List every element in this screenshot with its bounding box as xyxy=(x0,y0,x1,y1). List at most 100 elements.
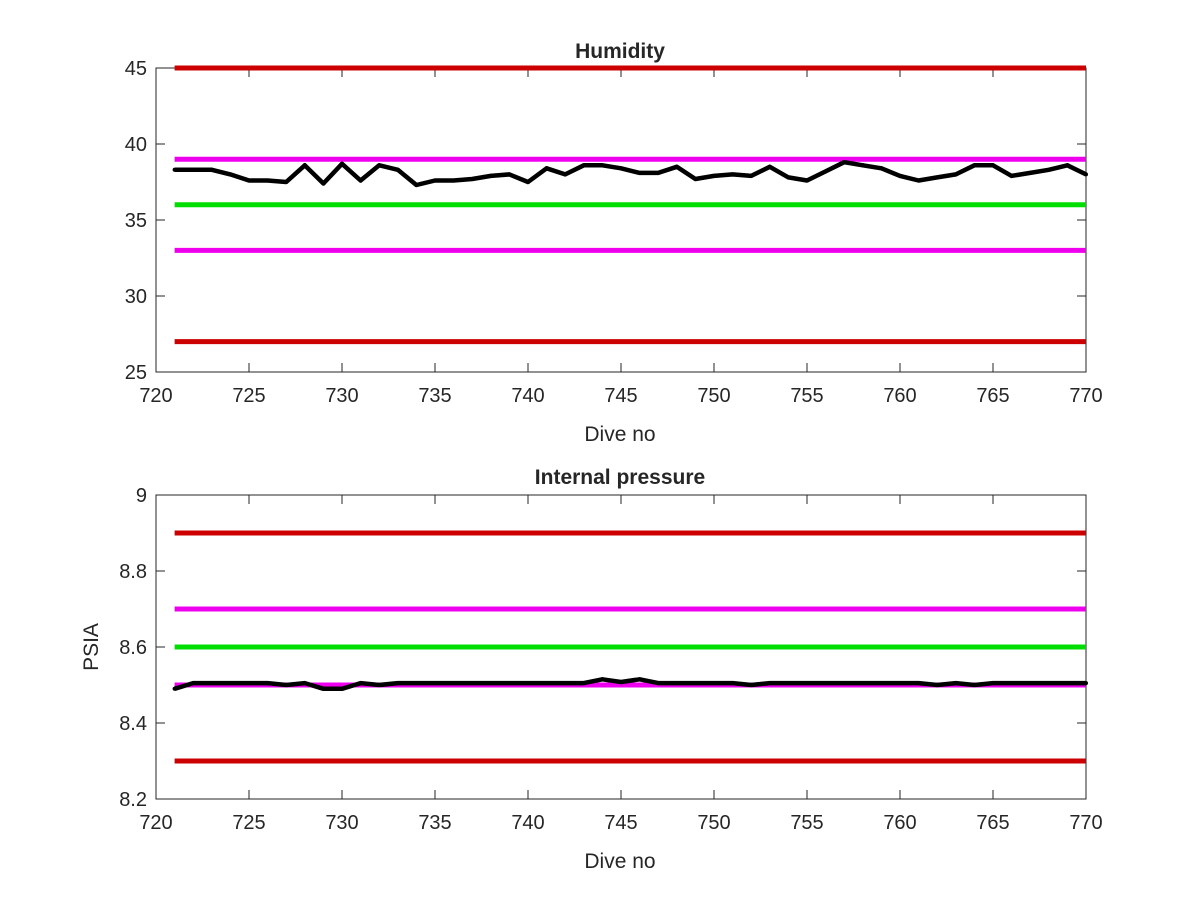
data-point xyxy=(749,173,754,178)
data-point xyxy=(916,681,921,686)
data-point xyxy=(916,178,921,183)
y-tick-label: 25 xyxy=(125,362,147,384)
data-point xyxy=(805,178,809,183)
data-point xyxy=(805,681,809,686)
data-point xyxy=(786,681,791,686)
data-point xyxy=(879,166,884,171)
data-point xyxy=(377,163,382,168)
chart-title: Humidity xyxy=(575,40,665,63)
data-point xyxy=(935,175,940,180)
data-point xyxy=(228,172,233,177)
data-point xyxy=(395,681,400,686)
data-point xyxy=(544,166,549,171)
data-point xyxy=(823,169,828,174)
data-point xyxy=(860,681,865,686)
x-tick-label: 755 xyxy=(790,812,823,834)
data-point xyxy=(972,683,977,687)
data-point xyxy=(842,160,847,165)
y-tick-label: 45 xyxy=(125,58,147,80)
data-point xyxy=(842,681,847,686)
plot-area: 720 725 730 735 740 745 750 755 760 765 770 25 30 35 4… xyxy=(125,58,1103,407)
y-tick-label: 40 xyxy=(125,134,147,156)
chart-title: Internal pressure xyxy=(535,466,705,489)
x-axis-label: Dive no xyxy=(584,850,655,873)
data-point xyxy=(712,173,716,178)
x-tick-label: 745 xyxy=(604,385,637,407)
data-point xyxy=(1009,173,1014,178)
data-point xyxy=(395,167,400,172)
data-point xyxy=(898,173,902,178)
data-point xyxy=(1009,681,1014,686)
internal-pressure-chart: Internal pressure Dive no PSIA 720 725 730… xyxy=(80,466,1103,873)
y-tick-label: 8.8 xyxy=(119,561,147,583)
y-tick-label: 8.6 xyxy=(119,637,147,659)
data-point xyxy=(265,178,270,183)
data-point xyxy=(1084,172,1088,177)
data-point xyxy=(191,167,196,172)
data-point xyxy=(619,166,623,171)
data-point xyxy=(340,161,344,166)
x-tick-label: 725 xyxy=(232,385,265,407)
data-point xyxy=(451,178,456,183)
data-point xyxy=(209,167,214,172)
data-point xyxy=(451,681,456,686)
data-point xyxy=(488,681,493,686)
data-point xyxy=(674,681,679,686)
x-tick-label: 725 xyxy=(232,812,265,834)
data-point xyxy=(581,681,586,686)
data-point xyxy=(693,177,698,181)
data-point xyxy=(860,163,865,168)
data-point xyxy=(526,180,530,184)
data-point xyxy=(581,163,586,168)
data-point xyxy=(247,178,251,183)
data-point xyxy=(191,681,196,686)
x-tick-label: 735 xyxy=(418,812,451,834)
data-point xyxy=(953,681,958,686)
x-tick-label: 765 xyxy=(976,812,1009,834)
x-tick-label: 760 xyxy=(883,812,916,834)
data-point xyxy=(767,164,772,169)
data-point xyxy=(172,167,177,172)
data-point xyxy=(488,173,493,178)
data-point xyxy=(972,163,977,168)
data-point xyxy=(823,681,828,686)
data-point xyxy=(1065,163,1070,168)
data-point xyxy=(284,683,289,687)
data-point xyxy=(358,178,363,183)
data-point xyxy=(507,681,512,686)
data-point xyxy=(470,177,475,181)
x-tick-label: 720 xyxy=(139,385,172,407)
series-line xyxy=(174,159,1087,188)
data-point xyxy=(730,172,735,177)
x-tick-label: 770 xyxy=(1069,385,1102,407)
y-tick-label: 30 xyxy=(125,286,147,308)
data-point xyxy=(991,163,995,168)
x-tick-label: 735 xyxy=(418,385,451,407)
y-tick-label: 9 xyxy=(136,485,147,507)
plot-area: 720 725 730 735 740 745 750 755 760 765 770 8.2 8.4 8… xyxy=(119,485,1103,834)
data-point xyxy=(1065,681,1070,686)
data-point xyxy=(879,681,884,686)
data-point xyxy=(265,681,270,686)
data-point xyxy=(433,681,437,686)
x-tick-label: 730 xyxy=(325,385,358,407)
data-point xyxy=(1028,170,1033,175)
data-point xyxy=(953,172,958,177)
data-point xyxy=(284,180,289,184)
data-point xyxy=(935,683,940,687)
data-point xyxy=(209,681,214,686)
data-point xyxy=(637,170,642,175)
x-axis-label: Dive no xyxy=(584,423,655,446)
y-tick-label: 35 xyxy=(125,210,147,232)
x-tick-label: 740 xyxy=(511,385,544,407)
axes-box xyxy=(155,67,1087,373)
x-tick-label: 745 xyxy=(604,812,637,834)
y-tick-label: 8.2 xyxy=(119,789,147,811)
x-tick-label: 770 xyxy=(1069,812,1102,834)
y-axis-label: PSIA xyxy=(80,623,103,671)
data-point xyxy=(340,686,344,691)
x-tick-label: 760 xyxy=(883,385,916,407)
data-point xyxy=(898,681,902,686)
data-point xyxy=(414,681,419,686)
